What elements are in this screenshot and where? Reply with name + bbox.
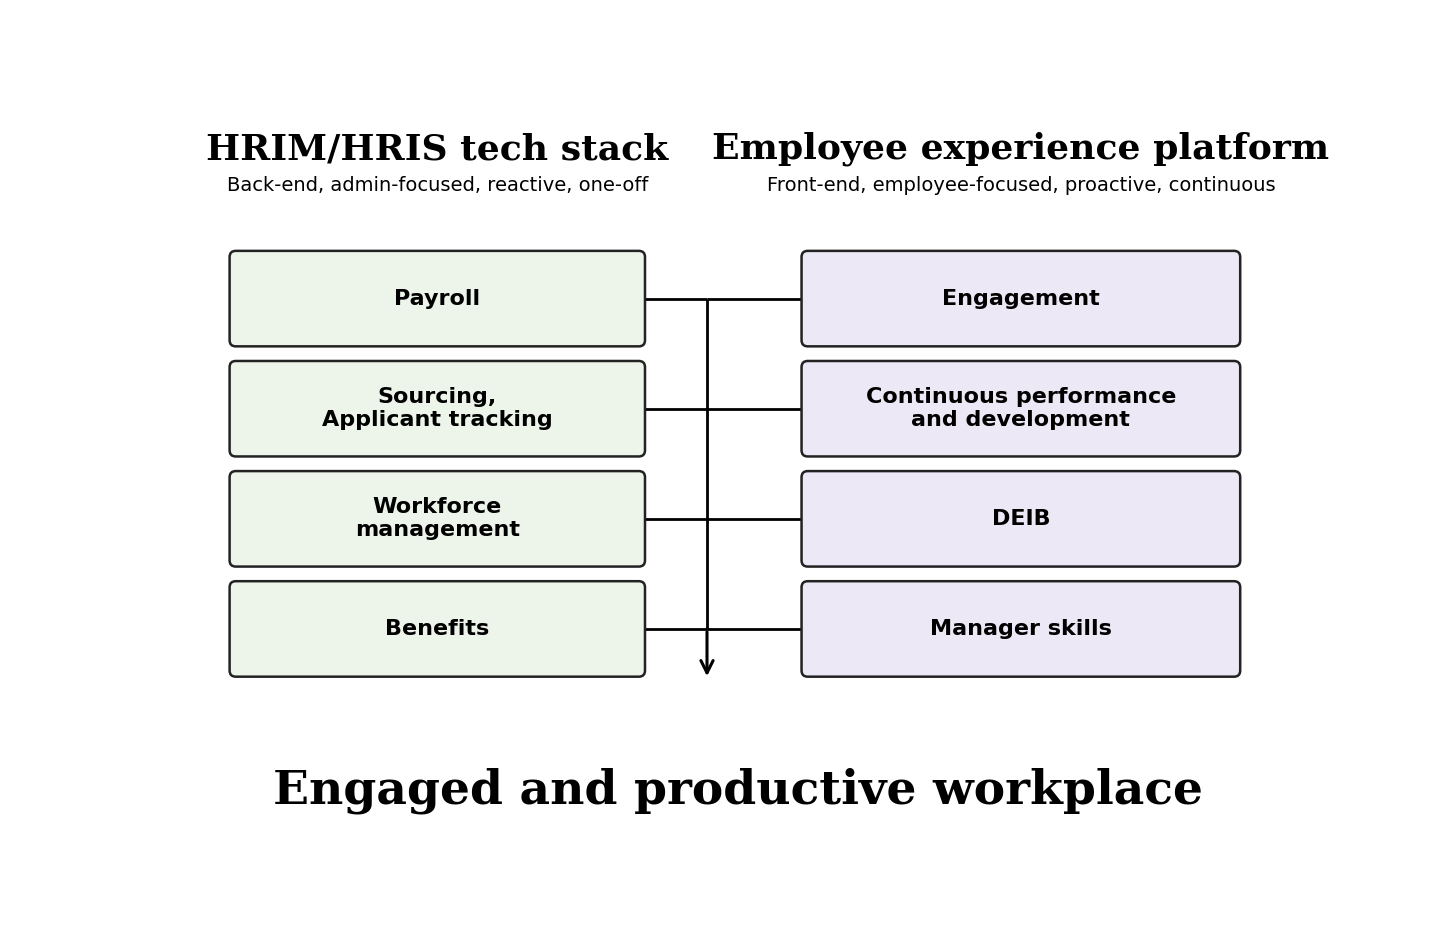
FancyBboxPatch shape <box>229 251 645 347</box>
Text: Workforce
management: Workforce management <box>354 497 520 541</box>
FancyBboxPatch shape <box>802 581 1240 676</box>
Text: Benefits: Benefits <box>384 619 490 639</box>
Text: DEIB: DEIB <box>992 509 1050 528</box>
Text: Sourcing,
Applicant tracking: Sourcing, Applicant tracking <box>323 387 553 430</box>
Text: Front-end, employee-focused, proactive, continuous: Front-end, employee-focused, proactive, … <box>766 176 1276 195</box>
Text: Continuous performance
and development: Continuous performance and development <box>865 387 1176 430</box>
FancyBboxPatch shape <box>802 251 1240 347</box>
Text: Back-end, admin-focused, reactive, one-off: Back-end, admin-focused, reactive, one-o… <box>226 176 648 195</box>
Text: Engagement: Engagement <box>942 288 1100 309</box>
FancyBboxPatch shape <box>802 361 1240 457</box>
Text: HRIM/HRIS tech stack: HRIM/HRIS tech stack <box>206 132 668 166</box>
Text: Employee experience platform: Employee experience platform <box>713 132 1329 167</box>
Text: Payroll: Payroll <box>395 288 481 309</box>
Text: Manager skills: Manager skills <box>930 619 1112 639</box>
FancyBboxPatch shape <box>229 581 645 676</box>
FancyBboxPatch shape <box>229 361 645 457</box>
FancyBboxPatch shape <box>229 471 645 566</box>
FancyBboxPatch shape <box>802 471 1240 566</box>
Text: Engaged and productive workplace: Engaged and productive workplace <box>274 768 1202 814</box>
